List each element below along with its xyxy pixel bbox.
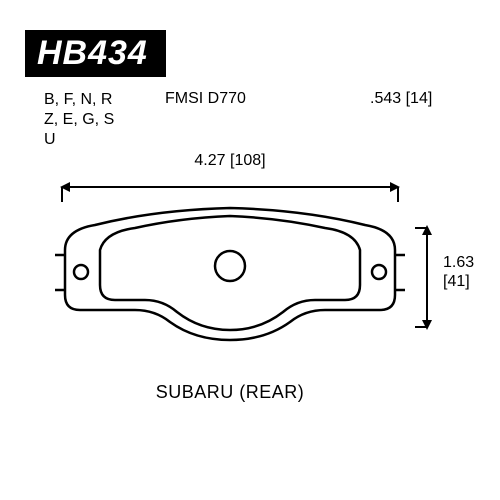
compound-codes: B, F, N, R Z, E, G, S U bbox=[44, 90, 114, 150]
width-label: 4.27 [108] bbox=[60, 152, 400, 170]
height-mm: [41] bbox=[443, 272, 474, 291]
part-number: HB434 bbox=[37, 34, 148, 72]
part-number-header: HB434 bbox=[25, 30, 166, 77]
height-dimension: 1.63 [41] bbox=[415, 225, 485, 325]
fmsi-code: FMSI D770 bbox=[165, 90, 246, 108]
width-arrow bbox=[60, 172, 400, 202]
height-inches: 1.63 bbox=[443, 253, 474, 272]
codes-line-2: Z, E, G, S bbox=[44, 110, 114, 130]
codes-line-3: U bbox=[44, 130, 114, 150]
application-label: SUBARU (REAR) bbox=[0, 382, 460, 403]
thickness-mm: [14] bbox=[406, 90, 433, 107]
thickness-inches: .543 bbox=[370, 90, 401, 107]
thickness-dimension: .543 [14] bbox=[370, 90, 432, 108]
width-inches: 4.27 bbox=[194, 152, 225, 169]
codes-line-1: B, F, N, R bbox=[44, 90, 114, 110]
width-mm: [108] bbox=[230, 152, 266, 169]
brake-pad-diagram bbox=[55, 200, 405, 350]
height-label: 1.63 [41] bbox=[443, 253, 474, 291]
width-dimension: 4.27 [108] bbox=[60, 172, 400, 202]
